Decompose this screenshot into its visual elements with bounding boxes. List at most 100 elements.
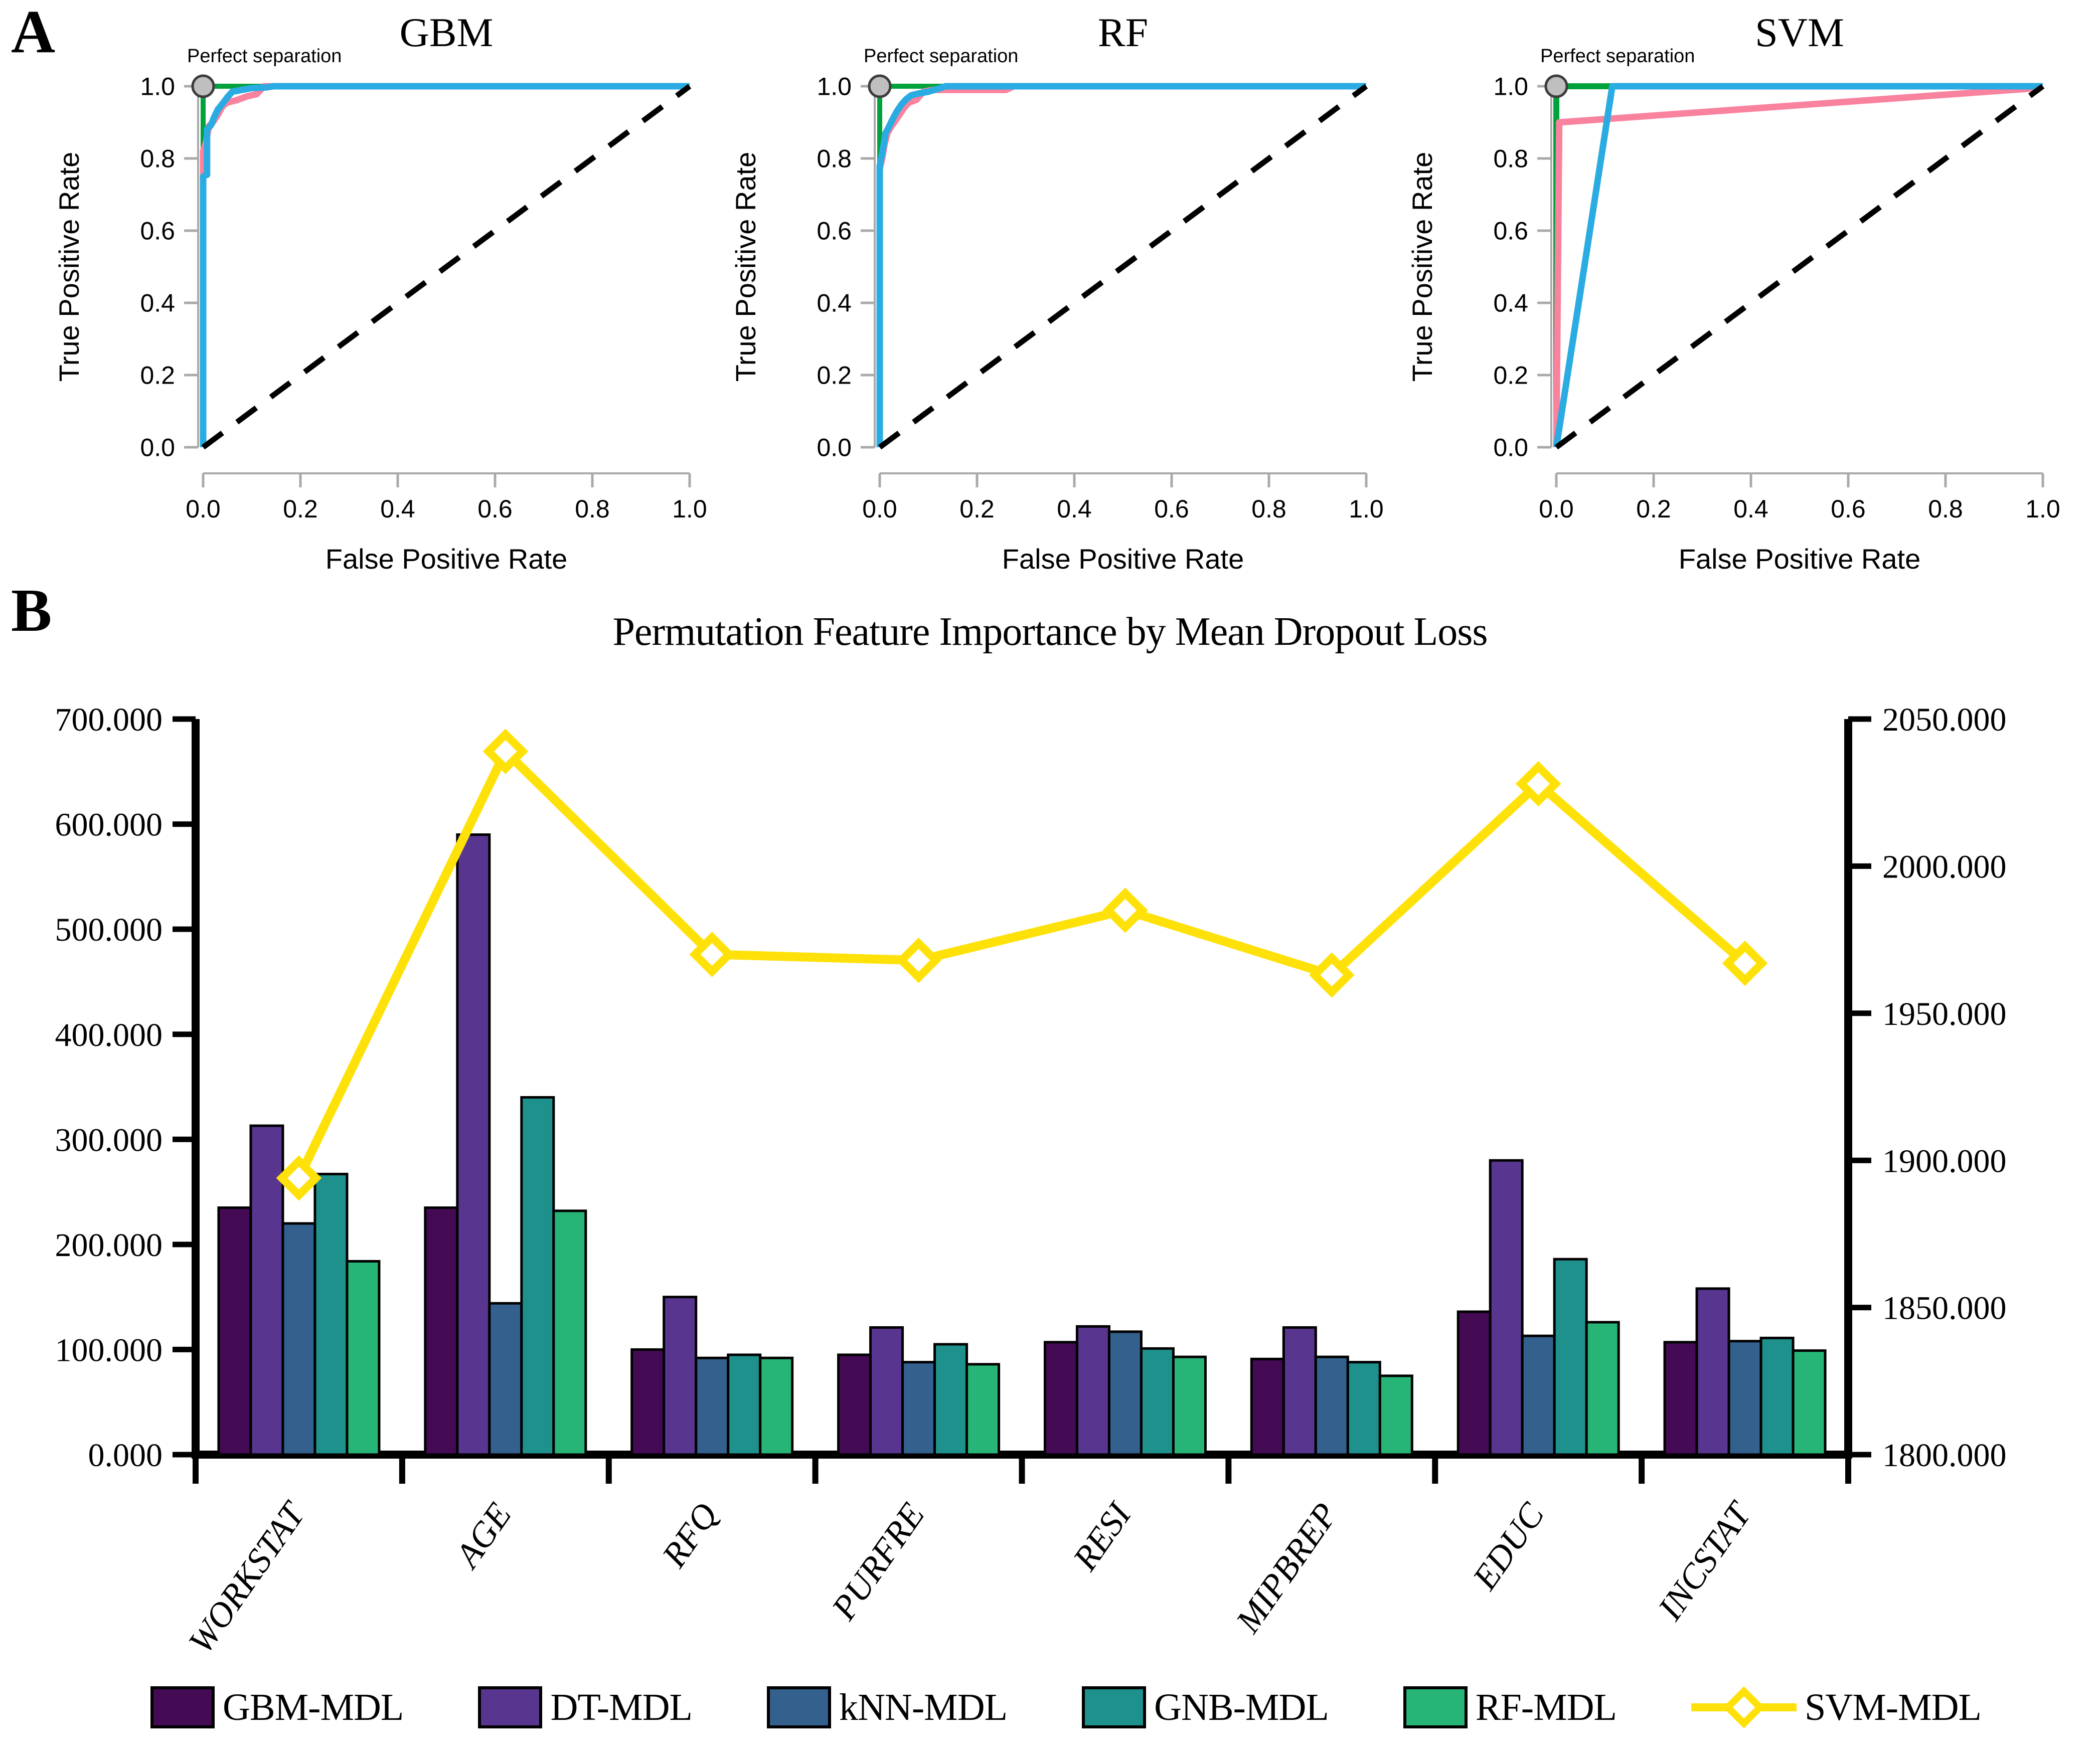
bar-knn-mdl-mipbrep (1314, 1355, 1349, 1456)
bar-dt-mdl-workstat (249, 1124, 284, 1456)
svg-text:0.8: 0.8 (1928, 495, 1963, 523)
svg-text:0.6: 0.6 (1831, 495, 1866, 523)
diamond-marker-mipbrep (1309, 952, 1355, 998)
category-label-incstat: INCSTAT (1651, 1494, 1760, 1628)
svg-text:0.2: 0.2 (283, 495, 318, 523)
svg-text:0.4: 0.4 (1493, 289, 1528, 317)
roc-axes: 0.0 0.2 0.4 0.6 0.8 1.0 0.0 0.2 0.4 0.6 0.8 1.0 (140, 73, 707, 523)
svg-text:1850.000: 1850.000 (1882, 1290, 2007, 1327)
bar-gbm-mdl-mipbrep (1250, 1357, 1285, 1456)
svg-text:0.2: 0.2 (1493, 362, 1528, 390)
diamond-marker-purfre (896, 937, 941, 983)
svg-text:0.4: 0.4 (1057, 495, 1092, 523)
legend-label: SVM-MDL (1805, 1686, 1982, 1728)
perfect-separation-marker (1544, 74, 1568, 98)
svg-text:0.4: 0.4 (140, 289, 175, 317)
svg-text:200.000: 200.000 (55, 1227, 163, 1264)
svg-text:0.6: 0.6 (817, 217, 852, 245)
bar-rf-mdl-age (552, 1209, 587, 1456)
legend-swatch-dt-mdl (478, 1686, 543, 1728)
bar-chart-canvas: 0.000 100.000 200.000 300.000 400.000 500.000… (0, 577, 2100, 1764)
bar-series-knn-mdl (281, 1222, 1762, 1456)
roc-blue (876, 83, 1366, 447)
legend-swatch-gbm-mdl (150, 1686, 215, 1728)
roc-ylabel: True Positive Rate (53, 152, 85, 382)
legend-label: DT-MDL (550, 1686, 693, 1728)
diamond-marker-age (482, 729, 529, 774)
roc-title: RF (1098, 10, 1148, 55)
panel-b-label: B (11, 577, 52, 644)
bar-rf-mdl-resi (1172, 1355, 1207, 1456)
bar-series-dt-mdl (249, 833, 1730, 1456)
roc-ylabel: True Positive Rate (730, 152, 761, 382)
perfect-separation-label: Perfect separation (864, 46, 1018, 67)
svg-text:0.6: 0.6 (140, 217, 175, 245)
bar-rf-mdl-incstat (1792, 1349, 1827, 1456)
bar-gnb-mdl-resi (1140, 1347, 1175, 1456)
bar-chart-title: Permutation Feature Importance by Mean D… (612, 610, 1488, 654)
svg-text:0.4: 0.4 (1733, 495, 1768, 523)
svg-text:1800.000: 1800.000 (1882, 1437, 2007, 1474)
roc-blue (1553, 83, 2043, 448)
svg-text:0.0: 0.0 (1493, 434, 1528, 462)
category-label-rfq: RFQ (655, 1496, 726, 1574)
bar-rf-mdl-workstat (346, 1260, 381, 1456)
svg-text:0.2: 0.2 (817, 362, 852, 390)
legend-item-knn-mdl: kNN-MDL (767, 1686, 1008, 1729)
legend-swatch-knn-mdl (767, 1686, 832, 1728)
svg-text:1.0: 1.0 (1349, 495, 1384, 523)
bar-gbm-mdl-resi (1043, 1341, 1078, 1456)
roc-axes: 0.0 0.2 0.4 0.6 0.8 1.0 0.0 0.2 0.4 0.6 0.8 1.0 (817, 73, 1383, 523)
bar-gbm-mdl-workstat (217, 1206, 252, 1456)
bar-gnb-mdl-age (520, 1096, 555, 1456)
svg-text:0.0: 0.0 (1539, 495, 1574, 523)
legend-label: GBM-MDL (223, 1686, 404, 1728)
roc-ylabel: True Positive Rate (1406, 152, 1438, 382)
roc-svg-svm: SVM 0.0 0.2 0.4 0.6 0.8 1.0 0.0 0.2 0.4 0.6 0.8 1.0 T… (1406, 10, 2060, 575)
bar-knn-mdl-educ (1521, 1334, 1556, 1456)
chart-legend: GBM-MDL DT-MDL kNN-MDL GNB-MDL RF-MDL SVM-MDL (150, 1685, 1982, 1730)
bar-gbm-mdl-age (424, 1206, 459, 1456)
bar-knn-mdl-workstat (281, 1222, 316, 1456)
svg-text:600.000: 600.000 (55, 807, 163, 843)
panel-a-label: A (11, 0, 56, 66)
legend-label: kNN-MDL (839, 1686, 1008, 1728)
roc-title: SVM (1755, 10, 1844, 55)
diamond-marker-rfq (689, 932, 735, 977)
legend-line-icon (1691, 1686, 1797, 1728)
bar-gbm-mdl-incstat (1663, 1341, 1698, 1456)
bar-dt-mdl-resi (1075, 1325, 1110, 1456)
bar-rf-mdl-educ (1585, 1321, 1620, 1456)
legend-swatch-gnb-mdl (1082, 1686, 1147, 1728)
svg-text:0.8: 0.8 (817, 145, 852, 173)
bar-series-rf-mdl (346, 1209, 1827, 1456)
bar-dt-mdl-purfre (869, 1326, 904, 1456)
roc-svg-rf: RF 0.0 0.2 0.4 0.6 0.8 1.0 0.0 0.2 0.4 0.6 0.8 1.0 Tr… (730, 10, 1384, 575)
bar-knn-mdl-resi (1107, 1330, 1143, 1456)
bar-gbm-mdl-purfre (837, 1353, 872, 1456)
svg-text:0.8: 0.8 (140, 145, 175, 173)
svg-text:1950.000: 1950.000 (1882, 996, 2007, 1032)
roc-blue (200, 83, 690, 447)
svg-text:0.0: 0.0 (186, 495, 221, 523)
svg-text:0.4: 0.4 (817, 289, 852, 317)
roc-plot-gbm: GBM 0.0 0.2 0.4 0.6 0.8 1.0 0.0 0.2 0.4 0.6 0.8 1.0 T… (38, 0, 714, 582)
legend-swatch-rf-mdl (1403, 1686, 1468, 1728)
bar-dt-mdl-mipbrep (1282, 1326, 1317, 1456)
svg-text:100.000: 100.000 (55, 1332, 163, 1369)
perfect-separation-label: Perfect separation (1540, 46, 1695, 67)
diamond-marker-resi (1102, 888, 1148, 933)
roc-svg-gbm: GBM 0.0 0.2 0.4 0.6 0.8 1.0 0.0 0.2 0.4 0.6 0.8 1.0 T… (53, 10, 707, 575)
category-label-purfre: PURFRE (824, 1496, 932, 1628)
roc-xlabel: False Positive Rate (1002, 543, 1244, 575)
chance-diagonal (201, 84, 692, 450)
bar-knn-mdl-age (488, 1302, 523, 1456)
bar-knn-mdl-purfre (901, 1361, 936, 1456)
svg-text:0.8: 0.8 (1251, 495, 1286, 523)
legend-label: RF-MDL (1475, 1686, 1617, 1728)
line-series-svm-mdl (276, 729, 1768, 1201)
roc-plot-svm: SVM 0.0 0.2 0.4 0.6 0.8 1.0 0.0 0.2 0.4 0.6 0.8 1.0 T… (1391, 0, 2067, 582)
bar-dt-mdl-rfq (663, 1296, 698, 1456)
svg-text:500.000: 500.000 (55, 912, 163, 948)
